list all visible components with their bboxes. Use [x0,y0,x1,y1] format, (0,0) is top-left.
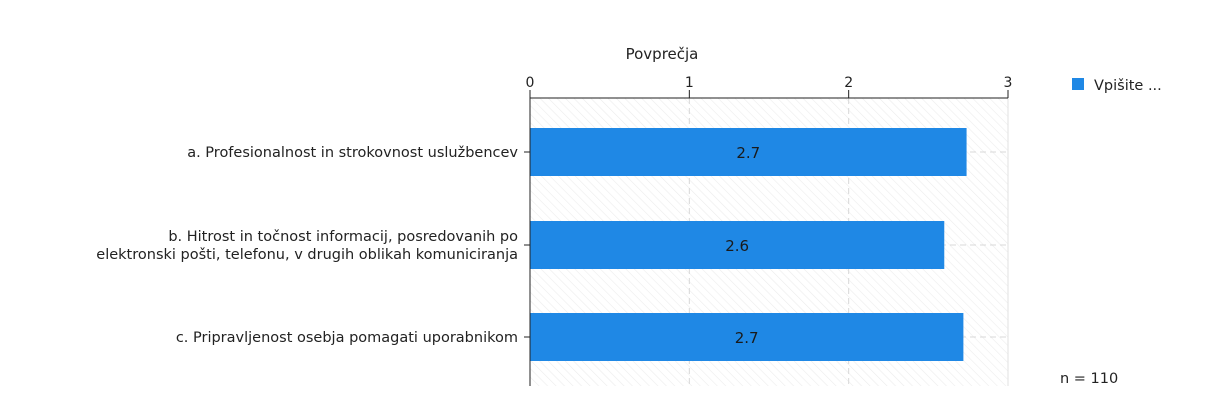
tick-label: 2 [844,75,853,91]
legend-swatch [1072,78,1084,90]
category-label: c. Pripravljenost osebja pomagati uporab… [176,330,518,346]
bar-value-label: 2.7 [735,329,759,347]
bar [530,313,964,361]
bar-value-labels: 2.7 2.6 2.7 [725,144,760,347]
category-label: b. Hitrost in točnost informacij, posred… [168,229,518,245]
legend: Vpišite ... [1072,78,1162,94]
bars [530,128,967,361]
tick-label: 3 [1004,75,1013,91]
bar-value-label: 2.7 [736,144,760,162]
legend-label: Vpišite ... [1094,78,1162,94]
sample-size-note: n = 110 [1060,371,1118,387]
category-label: a. Profesionalnost in strokovnost uslužb… [187,145,518,161]
bar [530,128,967,176]
tick-label: 0 [526,75,535,91]
category-labels: a. Profesionalnost in strokovnost uslužb… [96,145,518,346]
x-ticks: 0 1 2 3 [526,75,1013,98]
tick-label: 1 [685,75,694,91]
bar [530,221,945,269]
axes [524,97,1008,386]
bar-value-label: 2.6 [725,237,749,255]
category-label: elektronski pošti, telefonu, v drugih ob… [96,247,518,263]
x-axis-title: Povprečja [626,45,699,63]
